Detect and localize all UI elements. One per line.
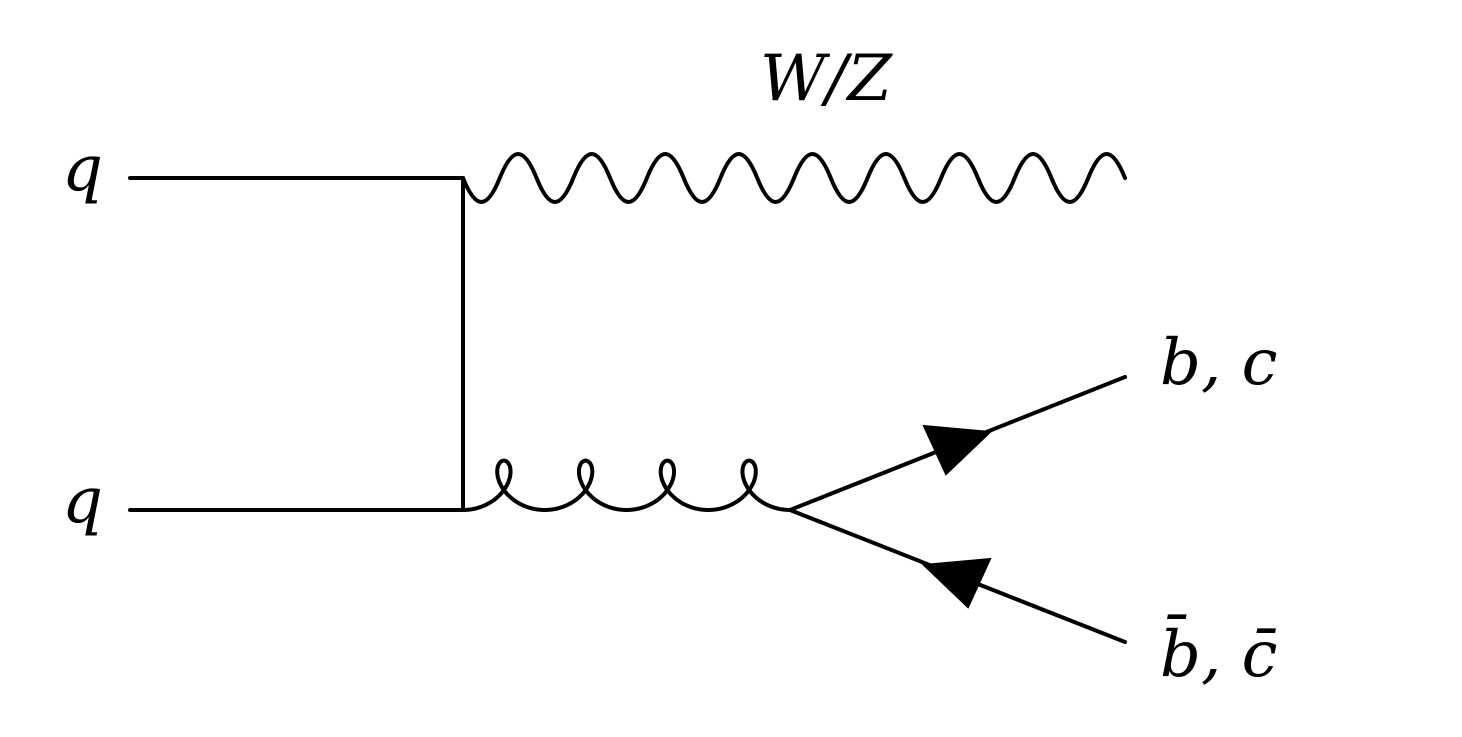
outgoing-antiquark-label: b̄, c̄ [1160,614,1278,692]
outgoing-quark-label: b, c [1160,326,1278,400]
incoming-quark-bottom-label: q [62,464,103,538]
boson-wavy-line [461,152,1127,204]
outgoing-quark-arrow-icon [922,424,993,476]
incoming-quark-top-label: q [62,132,103,206]
outgoing-antiquark-arrow-icon [921,557,992,609]
gluon-curly-line [461,458,792,512]
boson-label: W/Z [760,42,893,116]
